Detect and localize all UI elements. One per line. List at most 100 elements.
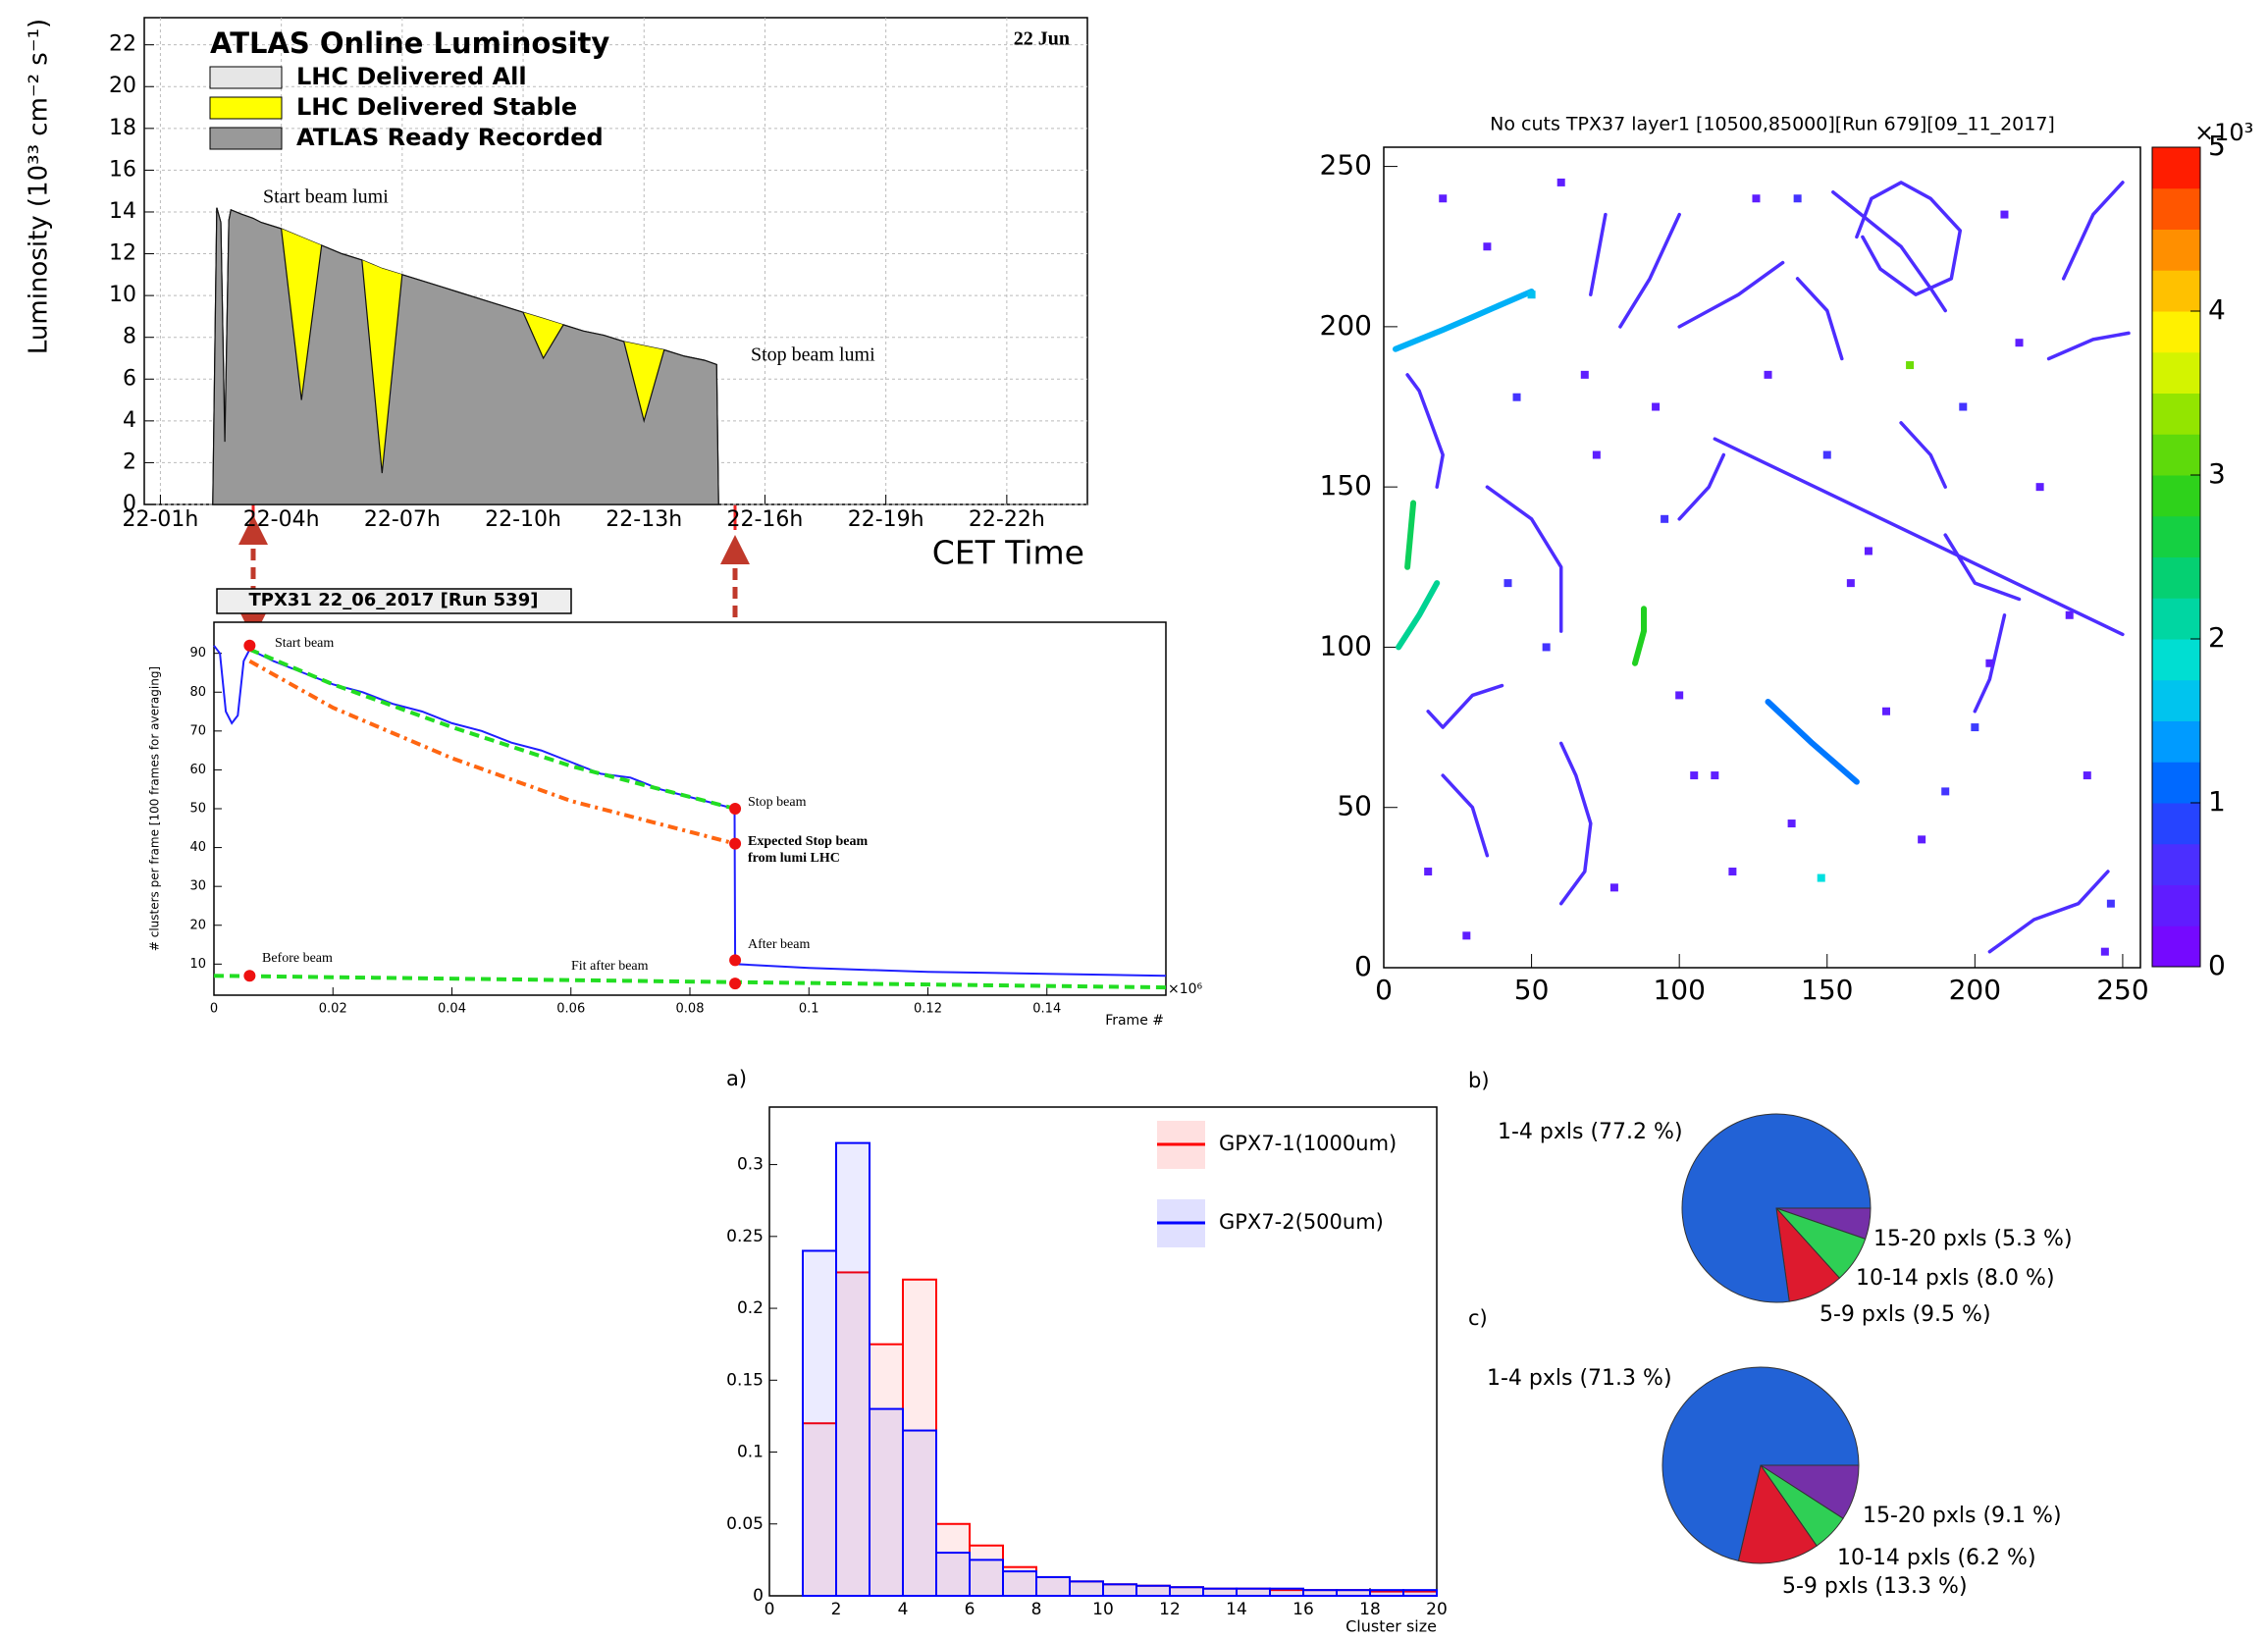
y-tick-label: 4	[123, 408, 136, 433]
y-tick-label: 8	[123, 325, 136, 349]
plot-frame	[214, 622, 1166, 995]
histogram-bar	[970, 1560, 1003, 1596]
page: {"chart_data": [ {"type": "area", "title…	[0, 0, 2268, 1639]
marker	[729, 803, 741, 815]
legend-label: GPX7-2(500um)	[1219, 1210, 1384, 1234]
colorbar-cell	[2152, 762, 2200, 803]
histogram-bar	[836, 1143, 870, 1596]
colorbar-cell	[2152, 803, 2200, 844]
y-tick-label: 0.2	[737, 1298, 764, 1318]
hit	[1675, 691, 1683, 699]
hit	[1971, 723, 1978, 731]
annotation: Expected Stop beam	[748, 834, 868, 849]
hit	[1882, 708, 1890, 715]
histogram-bar	[1036, 1577, 1070, 1596]
x-axis-label: CET Time	[932, 534, 1084, 572]
histogram-bar	[1136, 1586, 1170, 1596]
hit	[1752, 194, 1760, 202]
colorbar-cell	[2152, 885, 2200, 926]
histogram-bar	[1370, 1590, 1403, 1596]
y-tick-label: 250	[1320, 149, 1372, 182]
y-tick-label: 10	[109, 283, 136, 307]
x-tick-label: 0	[210, 1002, 218, 1017]
colorbar-cell	[2152, 844, 2200, 885]
hit	[1543, 643, 1551, 651]
x-tick-label: 0.14	[1032, 1002, 1061, 1017]
x-tick-label: 200	[1949, 974, 2001, 1006]
colorbar-cell	[2152, 188, 2200, 230]
hit	[1557, 179, 1565, 186]
panel-label: c)	[1468, 1306, 1488, 1330]
colorbar-cell	[2152, 516, 2200, 557]
annotation: from lumi LHC	[748, 851, 840, 866]
z-tick-label: 1	[2208, 785, 2226, 818]
annotation: Stop beam lumi	[751, 344, 875, 366]
y-tick-label: 14	[109, 199, 136, 224]
y-tick-label: 80	[189, 685, 206, 700]
y-tick-label: 100	[1320, 629, 1372, 661]
slice-label: 5-9 pxls (9.5 %)	[1820, 1302, 1991, 1327]
y-tick-label: 60	[189, 763, 206, 777]
hit	[2107, 900, 2115, 908]
hit	[1906, 361, 1914, 369]
marker	[243, 970, 255, 981]
colorbar-cell	[2152, 639, 2200, 680]
hit	[1513, 394, 1521, 401]
hit	[1794, 194, 1802, 202]
y-tick-label: 0.1	[737, 1443, 764, 1462]
legend-label: ATLAS Ready Recorded	[296, 124, 604, 151]
hit	[1528, 291, 1536, 298]
y-tick-label: 50	[189, 802, 206, 817]
colorbar-cell	[2152, 598, 2200, 639]
hit	[2036, 483, 2044, 491]
x-tick-label: 22-16h	[727, 507, 804, 532]
legend-swatch	[210, 67, 282, 88]
x-tick-label: 22-07h	[364, 507, 441, 532]
x-tick-label: 150	[1801, 974, 1853, 1006]
annotation: Stop beam	[748, 795, 807, 810]
histogram-bar	[1103, 1584, 1136, 1596]
hit	[1462, 931, 1470, 939]
annotation: Start beam	[275, 636, 334, 651]
histogram-bar	[1403, 1590, 1437, 1596]
legend-label: LHC Delivered All	[296, 63, 527, 90]
legend-swatch	[210, 97, 282, 119]
annotation: Fit after beam	[571, 959, 649, 974]
histogram-bar	[1303, 1590, 1337, 1596]
z-tick-label: 2	[2208, 621, 2226, 654]
colorbar-cell	[2152, 147, 2200, 188]
y-tick-label: 40	[189, 840, 206, 855]
hit	[2083, 771, 2091, 779]
x-tick-label: 6	[965, 1600, 976, 1619]
x-axis-label: Frame #	[1105, 1013, 1164, 1029]
legend-swatch	[210, 128, 282, 149]
hit	[2101, 948, 2109, 956]
y-tick-label: 90	[189, 646, 206, 661]
colorbar-cell	[2152, 311, 2200, 352]
y-tick-label: 0.3	[737, 1155, 764, 1175]
hit	[1483, 242, 1491, 250]
colorbar-cell	[2152, 270, 2200, 311]
x-tick-label: 8	[1031, 1600, 1042, 1619]
legend-label: GPX7-1(1000um)	[1219, 1132, 1397, 1155]
chart-title: TPX31 22_06_2017 [Run 539]	[249, 590, 539, 610]
hit	[1847, 579, 1855, 587]
y-tick-label: 12	[109, 241, 136, 266]
slice-label: 5-9 pxls (13.3 %)	[1782, 1574, 1968, 1599]
x-tick-label: 2	[831, 1600, 842, 1619]
colorbar-cell	[2152, 434, 2200, 475]
slice-label: 1-4 pxls (77.2 %)	[1498, 1120, 1683, 1144]
x-tick-label: 50	[1514, 974, 1550, 1006]
histogram-bar	[803, 1250, 836, 1596]
slice-label: 10-14 pxls (6.2 %)	[1837, 1546, 2036, 1570]
histogram-bar	[1003, 1571, 1036, 1596]
hit	[1593, 451, 1601, 459]
hit	[2016, 339, 2024, 346]
x-tick-label: 0.04	[438, 1002, 466, 1017]
hit	[1610, 883, 1618, 891]
z-tick-label: 3	[2208, 457, 2226, 490]
histogram-bar	[870, 1409, 903, 1596]
panel-label: a)	[726, 1067, 747, 1090]
histogram-bar	[1237, 1589, 1270, 1596]
hit	[1711, 771, 1718, 779]
